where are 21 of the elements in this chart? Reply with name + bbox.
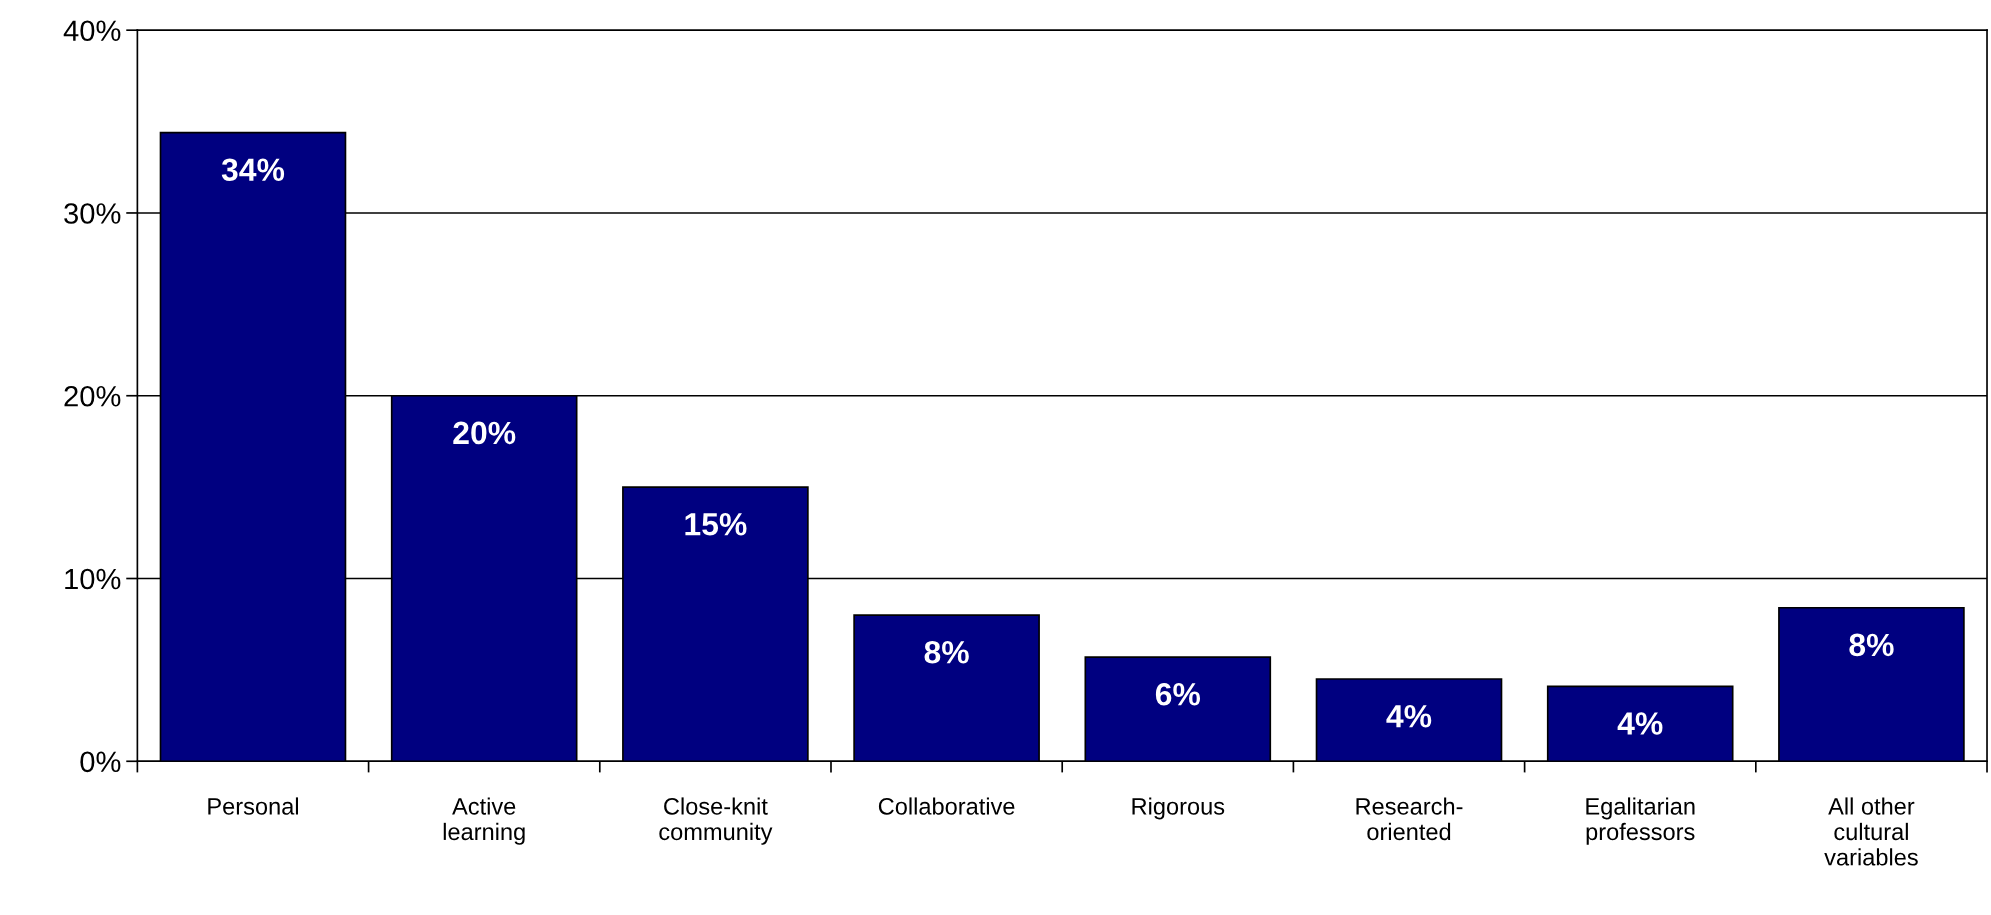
data-label: 4%: [1617, 712, 1663, 735]
data-label: 6%: [1155, 682, 1201, 706]
y-tick-label: 10%: [65, 568, 121, 590]
data-label: 20%: [453, 421, 516, 445]
data-label: 34%: [221, 158, 285, 182]
data-label: 4%: [1386, 704, 1432, 728]
x-tick-label: Rigorous: [1132, 797, 1225, 820]
x-tick-label: Research- oriented: [1356, 797, 1463, 841]
y-tick-label: 30%: [64, 203, 121, 224]
x-tick-label: Personal: [208, 797, 298, 815]
x-tick-label: Egalitarian professors: [1586, 797, 1695, 845]
y-tick-label: 20%: [64, 385, 121, 407]
x-tick-label: Close-knit community: [659, 797, 773, 845]
y-tick-label: 0%: [80, 751, 121, 773]
x-tick-label: Collaborative: [878, 797, 1015, 815]
y-tick-label: 40%: [63, 20, 121, 42]
x-tick-label: Active learning: [443, 797, 525, 845]
data-label: 8%: [1849, 633, 1894, 657]
data-label: 8%: [924, 640, 969, 664]
data-label: 15%: [685, 513, 747, 536]
x-tick-label: All other cultural variables: [1824, 797, 1918, 866]
